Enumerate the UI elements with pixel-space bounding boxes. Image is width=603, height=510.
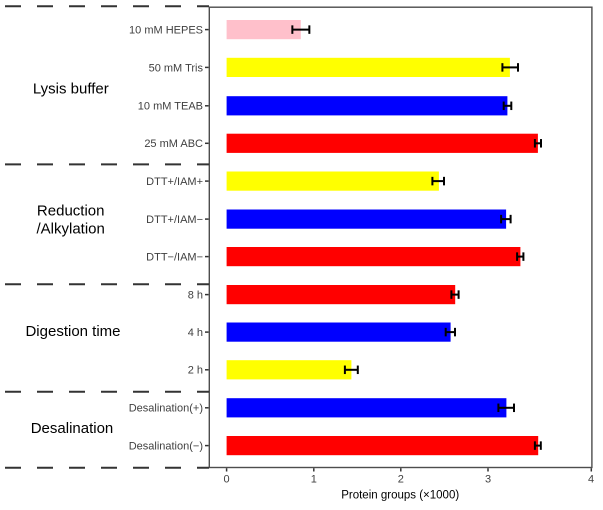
svg-text:2 h: 2 h [188, 365, 203, 377]
svg-text:Lysis buffer: Lysis buffer [33, 81, 109, 98]
svg-text:8 h: 8 h [188, 290, 203, 302]
svg-text:/Alkylation: /Alkylation [37, 220, 105, 237]
svg-text:0: 0 [224, 473, 230, 485]
svg-text:DTT−/IAM−: DTT−/IAM− [146, 252, 203, 264]
svg-text:25 mM ABC: 25 mM ABC [144, 138, 203, 150]
svg-text:50 mM Tris: 50 mM Tris [149, 62, 204, 74]
svg-text:Desalination: Desalination [31, 420, 114, 437]
svg-text:4: 4 [588, 473, 594, 485]
svg-text:Digestion time: Digestion time [25, 323, 120, 340]
svg-text:Desalination(+): Desalination(+) [129, 403, 203, 415]
svg-text:Protein groups (×1000): Protein groups (×1000) [341, 489, 459, 501]
svg-text:10 mM HEPES: 10 mM HEPES [129, 25, 203, 37]
svg-text:4 h: 4 h [188, 327, 203, 339]
svg-text:Desalination(−): Desalination(−) [129, 441, 203, 453]
svg-text:DTT+/IAM+: DTT+/IAM+ [146, 176, 203, 188]
svg-text:Reduction: Reduction [37, 203, 105, 220]
svg-text:DTT+/IAM−: DTT+/IAM− [146, 214, 203, 226]
svg-text:1: 1 [311, 473, 317, 485]
svg-text:2: 2 [398, 473, 404, 485]
svg-text:10 mM TEAB: 10 mM TEAB [138, 101, 203, 113]
svg-text:3: 3 [485, 473, 491, 485]
